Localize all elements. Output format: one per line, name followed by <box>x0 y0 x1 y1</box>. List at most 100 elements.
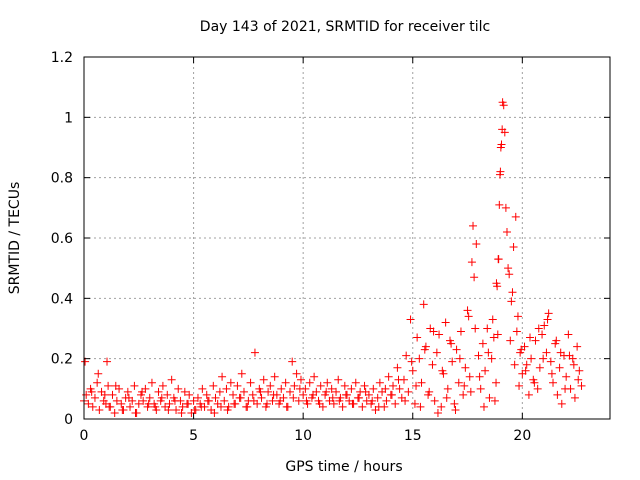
data-point <box>573 342 582 351</box>
data-point <box>512 327 521 336</box>
data-point <box>577 381 586 390</box>
data-point <box>172 405 181 414</box>
data-point <box>562 372 571 381</box>
data-point <box>407 357 416 366</box>
data-point <box>329 399 338 408</box>
data-point <box>178 402 187 411</box>
data-point <box>564 330 573 339</box>
data-point <box>470 273 479 282</box>
data-point <box>420 345 429 354</box>
data-point <box>419 300 428 309</box>
data-point <box>515 381 524 390</box>
data-point <box>382 396 391 405</box>
data-point <box>276 396 285 405</box>
grid-lines <box>84 57 610 419</box>
data-point <box>465 372 474 381</box>
data-point <box>112 396 121 405</box>
data-point <box>432 348 441 357</box>
data-point <box>189 396 198 405</box>
data-point <box>277 384 286 393</box>
data-point <box>375 378 384 387</box>
data-point <box>406 315 415 324</box>
data-point <box>310 372 319 381</box>
data-point <box>223 405 232 414</box>
data-point <box>334 375 343 384</box>
data-point <box>506 336 515 345</box>
data-point <box>259 375 268 384</box>
data-point <box>220 396 229 405</box>
data-point <box>387 390 396 399</box>
data-point <box>487 354 496 363</box>
data-point <box>105 402 114 411</box>
data-point <box>570 393 579 402</box>
data-point <box>493 330 502 339</box>
data-point <box>210 408 219 417</box>
data-point <box>373 393 382 402</box>
y-tick-label: 0.4 <box>51 291 73 307</box>
data-point <box>510 360 519 369</box>
data-point <box>540 321 549 330</box>
data-point <box>402 351 411 360</box>
data-point <box>180 387 189 396</box>
data-point <box>184 399 193 408</box>
data-point <box>539 354 548 363</box>
y-tick-label: 0.8 <box>51 171 73 187</box>
data-point <box>531 336 540 345</box>
data-point <box>524 390 533 399</box>
data-point <box>533 384 542 393</box>
data-point <box>443 384 452 393</box>
data-point <box>413 333 422 342</box>
data-point <box>158 381 167 390</box>
data-point <box>249 396 258 405</box>
data-point <box>165 399 174 408</box>
data-point <box>332 387 341 396</box>
data-point <box>358 402 367 411</box>
data-point <box>163 390 172 399</box>
data-point <box>483 324 492 333</box>
data-point <box>211 393 220 402</box>
data-point <box>174 384 183 393</box>
data-point <box>248 390 257 399</box>
y-tick-label: 1.2 <box>51 50 73 66</box>
data-point <box>266 381 275 390</box>
data-point <box>412 381 421 390</box>
data-point <box>476 384 485 393</box>
y-tick-label: 0.2 <box>51 352 73 368</box>
data-point <box>294 396 303 405</box>
data-point <box>501 203 510 212</box>
x-tick-label: 0 <box>80 428 89 444</box>
y-axis-ticks: 0 0.2 0.4 0.6 0.8 1 1.2 <box>51 50 610 428</box>
data-point <box>90 393 99 402</box>
data-point <box>281 378 290 387</box>
data-point <box>295 384 304 393</box>
data-point <box>270 372 279 381</box>
data-point <box>435 330 444 339</box>
data-point <box>341 390 350 399</box>
data-point <box>237 369 246 378</box>
data-point <box>507 297 516 306</box>
data-point <box>484 348 493 357</box>
data-point <box>513 312 522 321</box>
data-point <box>535 363 544 372</box>
data-point <box>226 378 235 387</box>
data-point <box>316 381 325 390</box>
data-point <box>348 399 357 408</box>
data-point <box>108 390 117 399</box>
data-point <box>464 312 473 321</box>
data-point <box>151 402 160 411</box>
data-point <box>437 402 446 411</box>
data-point <box>492 279 501 288</box>
data-point <box>433 408 442 417</box>
data-point <box>455 354 464 363</box>
data-point <box>88 402 97 411</box>
x-tick-label: 15 <box>404 428 422 444</box>
data-point <box>123 387 132 396</box>
x-tick-label: 20 <box>513 428 531 444</box>
data-point <box>368 396 377 405</box>
data-point <box>549 378 558 387</box>
data-point <box>131 408 140 417</box>
data-point <box>556 348 565 357</box>
data-point <box>177 408 186 417</box>
data-point <box>498 125 507 134</box>
